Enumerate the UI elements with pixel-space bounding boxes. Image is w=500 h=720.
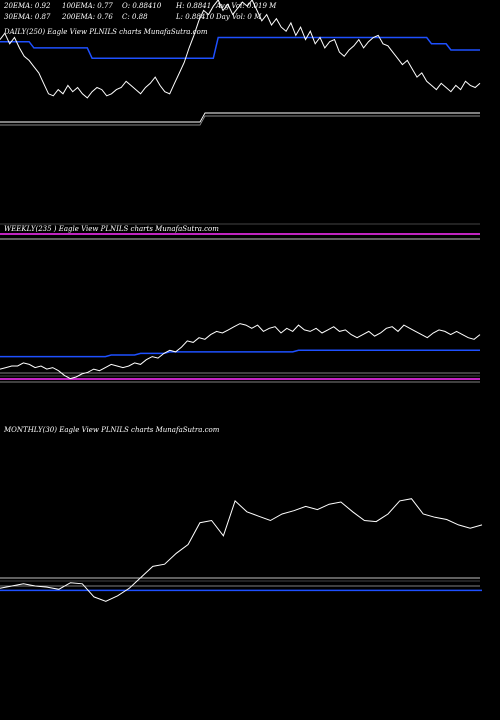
high-readout: H: 0.8841	[175, 2, 211, 10]
daily-ema-line	[0, 36, 480, 60]
daily-panel: DAILY(250) Eagle View PLNILS charts Muna…	[0, 0, 481, 225]
ema20-readout: 20EMA: 0.92	[3, 2, 51, 10]
weekly-chart-label: WEEKLY(235 ) Eagle View PLNILS charts Mu…	[4, 225, 219, 233]
avg-vol-readout: Avg Vol: 0.019 M	[215, 2, 277, 10]
ema30-readout: 30EMA: 0.87	[4, 13, 51, 21]
monthly-panel: MONTHLY(30) Eagle View PLNILS charts Mun…	[0, 426, 483, 602]
open-readout: O: 0.88410	[122, 2, 162, 10]
daily-price-line	[0, 0, 481, 99]
monthly-chart-label: MONTHLY(30) Eagle View PLNILS charts Mun…	[3, 426, 220, 434]
ema100-readout: 100EMA: 0.77	[62, 2, 113, 10]
daily-volume-band-top	[0, 112, 480, 123]
indicator-header: 20EMA: 0.92 100EMA: 0.77 O: 0.88410 H: 0…	[3, 2, 277, 21]
ema200-readout: 200EMA: 0.76	[61, 13, 113, 21]
close-readout: C: 0.88	[122, 13, 148, 21]
weekly-price-line	[0, 323, 481, 380]
monthly-price-line	[0, 498, 483, 602]
low-readout: L: 0.88410	[175, 13, 215, 21]
day-vol-readout: Day Vol: 0 M	[215, 13, 262, 21]
weekly-panel: WEEKLY(235 ) Eagle View PLNILS charts Mu…	[0, 225, 481, 383]
daily-chart-label: DAILY(250) Eagle View PLNILS charts Muna…	[3, 28, 208, 36]
daily-volume-band-bottom	[0, 115, 480, 126]
weekly-ema-line	[0, 349, 480, 358]
